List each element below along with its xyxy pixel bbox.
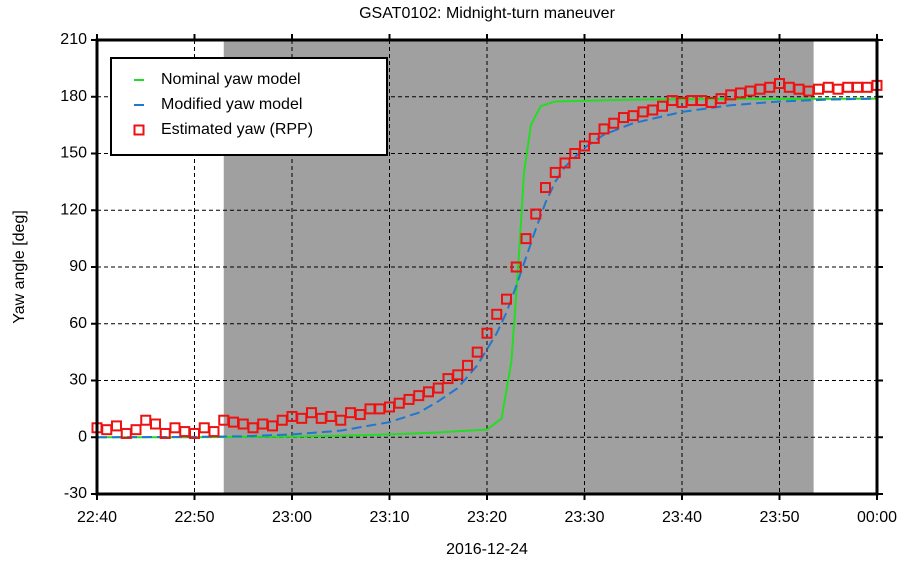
x-tick-label: 22:40 xyxy=(77,509,117,526)
data-point xyxy=(111,420,122,432)
data-point xyxy=(481,327,493,339)
data-point xyxy=(549,166,561,178)
x-tick-label: 23:00 xyxy=(272,509,312,526)
y-tick-label: 90 xyxy=(69,258,87,275)
data-point xyxy=(159,427,171,439)
data-point xyxy=(130,424,142,436)
y-axis-label: Yaw angle [deg] xyxy=(11,210,28,324)
data-point xyxy=(842,81,854,93)
x-tick-label: 22:50 xyxy=(174,509,214,526)
x-tick-label: 23:30 xyxy=(564,509,604,526)
data-point xyxy=(559,157,571,169)
legend-label: Modified yaw model xyxy=(161,96,302,113)
data-point xyxy=(198,422,210,434)
plot-frame xyxy=(95,38,879,496)
data-point xyxy=(501,293,512,305)
data-point xyxy=(608,117,620,129)
data-point xyxy=(530,208,542,220)
y-tick-label: 210 xyxy=(60,31,87,48)
data-point xyxy=(510,261,522,273)
chart-title: GSAT0102: Midnight-turn maneuver xyxy=(359,5,616,22)
y-tick-label: 0 xyxy=(78,428,87,445)
x-tick-label: 23:10 xyxy=(369,509,409,526)
x-tick-label: 23:40 xyxy=(662,509,702,526)
data-point xyxy=(432,382,444,394)
data-point xyxy=(657,100,668,112)
data-point xyxy=(598,123,610,135)
legend-label: Estimated yaw (RPP) xyxy=(161,121,313,138)
data-point xyxy=(335,414,347,426)
data-point xyxy=(179,426,191,438)
data-point xyxy=(452,369,464,381)
data-point xyxy=(861,81,873,93)
data-point xyxy=(189,427,200,439)
data-point xyxy=(208,426,220,438)
x-tick-label: 23:20 xyxy=(467,509,507,526)
data-point xyxy=(569,148,581,159)
data-point xyxy=(101,424,113,436)
data-point xyxy=(169,422,181,434)
data-point xyxy=(296,412,308,424)
data-point xyxy=(852,81,863,93)
legend-marker xyxy=(133,124,145,136)
y-tick-label: 120 xyxy=(60,201,87,218)
data-point xyxy=(520,233,532,245)
y-tick-label: 180 xyxy=(60,88,87,105)
x-tick-label: 23:50 xyxy=(759,509,799,526)
legend-label: Nominal yaw model xyxy=(161,71,301,88)
data-point xyxy=(822,81,834,93)
data-point xyxy=(462,359,473,371)
data-point xyxy=(579,140,590,152)
data-point xyxy=(813,83,824,95)
data-point xyxy=(267,420,278,432)
y-tick-label: 150 xyxy=(60,145,87,162)
data-point xyxy=(140,414,152,426)
y-tick-label: 60 xyxy=(69,315,87,332)
data-point xyxy=(491,308,503,320)
data-point xyxy=(354,409,366,421)
y-tick-label: 30 xyxy=(69,372,87,389)
data-point xyxy=(150,418,161,430)
data-point xyxy=(471,346,483,358)
x-axis-label: 2016-12-24 xyxy=(446,541,528,558)
data-point xyxy=(306,407,317,419)
x-tick-label: 00:00 xyxy=(857,509,897,526)
data-point xyxy=(540,182,551,194)
legend: Nominal yaw model Modified yaw model Estim… xyxy=(110,57,388,156)
y-tick-label: -30 xyxy=(64,485,87,502)
data-point xyxy=(588,132,600,144)
series-line xyxy=(97,97,878,439)
data-point xyxy=(832,83,844,95)
legend-box xyxy=(110,57,388,156)
